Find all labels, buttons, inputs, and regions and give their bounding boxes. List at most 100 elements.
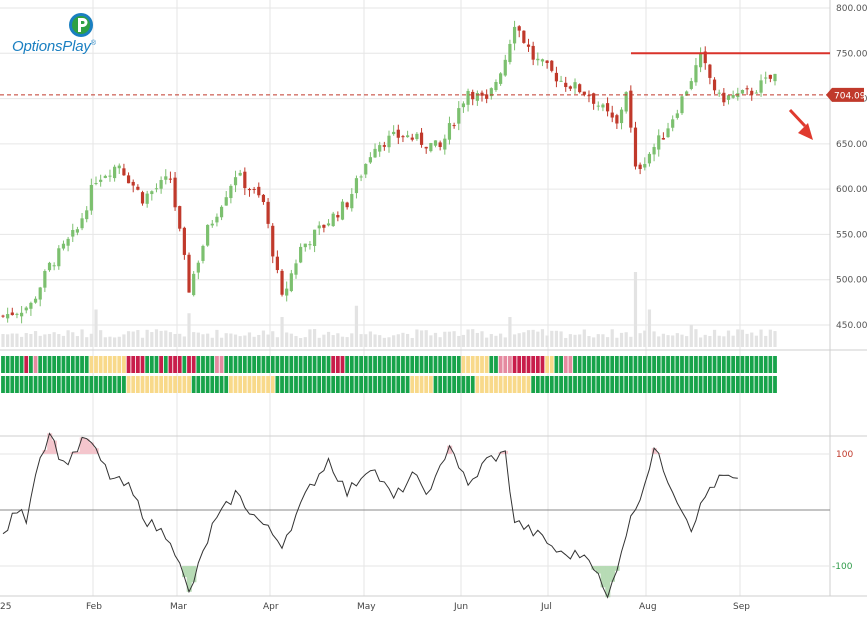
volume-bar [38,335,42,347]
candle-body [582,91,586,95]
volume-bar [680,334,684,347]
signal-cell [382,356,387,373]
signal-cell [117,376,122,393]
signal-cell [349,356,354,373]
signal-cell [396,376,401,393]
volume-bar [187,313,191,347]
volume-bar [10,333,14,347]
signal-cell [554,356,559,373]
candle-body [633,127,638,167]
signal-cell [666,356,670,373]
signal-cell [275,356,280,373]
signal-cell [270,376,275,393]
signal-cell [80,356,84,373]
signal-cell [349,376,354,393]
signal-cell [19,376,24,393]
signal-cell [694,376,698,393]
signal-cell [661,356,666,373]
signal-cell [308,356,312,373]
signal-cell [10,376,15,393]
brand-name: OptionsPlay [12,38,91,55]
signal-cell [135,376,140,393]
candle-body [396,129,400,138]
signal-cell [563,356,568,373]
signal-cell [470,356,475,373]
signal-cell [354,376,359,393]
candle-body [698,52,703,68]
candle-body [666,128,670,138]
signal-cell [731,356,736,373]
candle-body [368,157,372,163]
signal-cell [363,356,368,373]
volume-bar [540,329,545,347]
signal-cell [187,376,191,393]
signal-cell [442,356,447,373]
candle-body [29,302,33,309]
signal-cell [233,356,238,373]
signal-cell [75,356,80,373]
candle-body [131,181,135,186]
candle-body [350,194,354,209]
signal-cell [721,376,726,393]
signal-cell [173,356,177,373]
candle-body [117,165,121,169]
candle-body [113,166,117,179]
signal-cell [289,356,294,373]
signal-cell [154,356,159,373]
candle-body [764,77,768,79]
signal-cell [573,376,577,393]
signal-cell [605,356,610,373]
volume-bar [419,330,424,347]
osc-overbought-fill [651,448,657,454]
signal-cell [391,376,396,393]
x-tick-label: Jul [540,602,552,612]
signal-cell [242,376,247,393]
signal-cell [266,376,270,393]
volume-bar [131,331,135,347]
signal-cell [140,376,145,393]
candle-body [419,132,424,145]
signal-cell [624,356,629,373]
signal-cell [159,376,164,393]
volume-bar [33,331,38,347]
candle-body [126,175,131,184]
volume-bar [261,330,266,347]
signal-cell [368,356,373,373]
signal-cell [521,376,526,393]
signal-cell [540,376,545,393]
signal-cell [359,376,363,393]
volume-bar [638,333,642,347]
price-tick-label: 550.00 [836,230,867,240]
volume-bar [20,336,24,347]
candle-body [303,243,307,248]
candle-body [503,59,507,76]
signal-cell [494,376,498,393]
candle-body [712,79,717,91]
volume-bar [215,329,219,347]
candle-body [661,137,665,140]
signal-cell [168,356,173,373]
signal-cell [442,376,447,393]
x-tick-label: May [357,602,376,612]
volume-bar [47,333,52,347]
volume-bar [466,329,470,347]
signal-cell [5,376,10,393]
signal-cell [396,356,401,373]
signal-cell [707,356,712,373]
signal-cell [405,376,410,393]
osc-overbought-fill [498,452,504,454]
signal-cell [712,356,717,373]
volume-bar [140,337,145,347]
signal-cell [335,376,340,393]
signal-cell [1,376,5,393]
osc-tick-label: -100 [832,562,853,572]
osc-oversold-fill [591,566,597,570]
signal-cell [66,376,71,393]
osc-overbought-fill [47,433,53,454]
volume-bar [708,335,712,347]
signal-cell [684,376,689,393]
candle-body [392,131,396,135]
signal-cell [52,376,57,393]
volume-bar [508,317,512,347]
signal-cell [531,376,536,393]
